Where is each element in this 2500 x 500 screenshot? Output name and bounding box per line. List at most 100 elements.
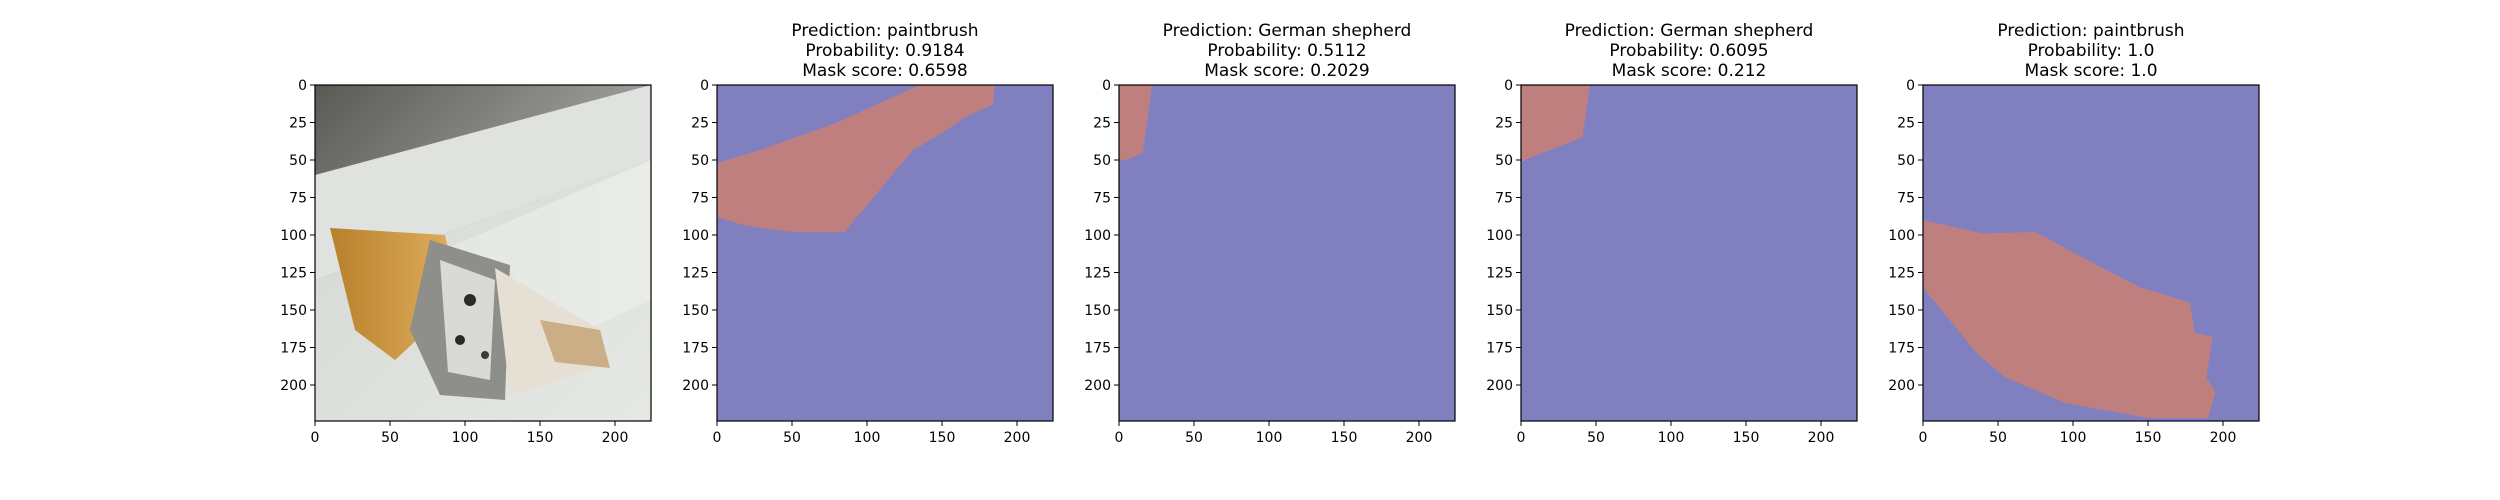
title-prediction: Prediction: paintbrush <box>1997 21 2184 41</box>
y-tick-label: 0 <box>700 78 709 94</box>
title-prediction: Prediction: German shepherd <box>1565 21 1814 41</box>
x-tick-label: 0 <box>1517 430 1526 446</box>
x-tick-label: 50 <box>1185 430 1203 446</box>
x-tick-label: 150 <box>2135 430 2162 446</box>
y-tick-label: 75 <box>691 191 709 207</box>
title-mask-score: Mask score: 0.2029 <box>1204 61 1369 81</box>
y-tick-label: 50 <box>1897 153 1915 169</box>
y-tick-label: 50 <box>289 153 307 169</box>
axis-ticks: 0 50 100 150 200 0 25 50 75 100 125 150 175 200 <box>280 78 628 446</box>
y-tick-label: 25 <box>289 116 307 132</box>
x-tick-label: 50 <box>1989 430 2007 446</box>
x-tick-label: 200 <box>1808 430 1835 446</box>
title-mask-score: Mask score: 0.212 <box>1612 61 1767 81</box>
mask-region <box>717 85 995 232</box>
x-tick-label: 100 <box>854 430 881 446</box>
y-tick-label: 150 <box>1486 303 1513 319</box>
y-tick-label: 0 <box>1102 78 1111 94</box>
x-tick-label: 0 <box>1919 430 1928 446</box>
paintbrush-photo <box>315 85 651 421</box>
y-tick-label: 0 <box>1906 78 1915 94</box>
axis-ticks: 0 50 100 150 200 0 25 50 75 100 125 150 175 200 <box>1084 78 1432 446</box>
y-tick-label: 200 <box>1084 378 1111 394</box>
x-tick-label: 0 <box>311 430 320 446</box>
axis-ticks: 0 50 100 150 200 0 25 50 75 100 125 150 175 200 <box>1888 78 2236 446</box>
mask-region <box>1119 85 1152 162</box>
y-tick-label: 50 <box>1093 153 1111 169</box>
x-tick-label: 100 <box>1256 430 1283 446</box>
axes-frame <box>314 84 652 422</box>
x-tick-label: 150 <box>1331 430 1358 446</box>
y-tick-label: 75 <box>289 191 307 207</box>
title-probability: Probability: 0.6095 <box>1609 41 1768 61</box>
y-tick-label: 150 <box>1888 303 1915 319</box>
x-tick-label: 150 <box>929 430 956 446</box>
axes-frame <box>716 84 1054 422</box>
mask-region <box>1521 85 1590 162</box>
x-tick-label: 200 <box>602 430 629 446</box>
y-tick-label: 200 <box>1486 378 1513 394</box>
x-tick-label: 0 <box>1115 430 1124 446</box>
title-mask-score: Mask score: 0.6598 <box>802 61 967 81</box>
x-tick-label: 100 <box>1658 430 1685 446</box>
y-tick-label: 175 <box>1084 341 1111 357</box>
panel-1: 0 50 100 150 200 0 25 50 75 100 125 150 175 200 <box>280 78 652 446</box>
y-tick-label: 125 <box>1888 266 1915 282</box>
title-probability: Probability: 0.5112 <box>1207 41 1366 61</box>
y-tick-label: 100 <box>280 228 307 244</box>
y-tick-label: 25 <box>1495 116 1513 132</box>
y-tick-label: 100 <box>1486 228 1513 244</box>
y-tick-label: 0 <box>298 78 307 94</box>
x-tick-label: 50 <box>1587 430 1605 446</box>
x-tick-label: 50 <box>783 430 801 446</box>
y-tick-label: 75 <box>1093 191 1111 207</box>
x-tick-label: 150 <box>527 430 554 446</box>
x-tick-label: 50 <box>381 430 399 446</box>
axis-ticks: 0 50 100 150 200 0 25 50 75 100 125 150 175 200 <box>1486 78 1834 446</box>
y-tick-label: 175 <box>280 341 307 357</box>
mask-region <box>1923 220 2216 418</box>
y-tick-label: 200 <box>1888 378 1915 394</box>
y-tick-label: 125 <box>1486 266 1513 282</box>
y-tick-label: 150 <box>682 303 709 319</box>
y-tick-label: 125 <box>280 266 307 282</box>
mask-background <box>1521 85 1857 421</box>
y-tick-label: 50 <box>691 153 709 169</box>
title-prediction: Prediction: German shepherd <box>1163 21 1412 41</box>
x-tick-label: 200 <box>2210 430 2237 446</box>
axes-frame <box>1118 84 1456 422</box>
panel-5: Prediction: paintbrush Probability: 1.0 … <box>1888 21 2260 446</box>
y-tick-label: 100 <box>682 228 709 244</box>
axes-frame <box>1520 84 1858 422</box>
x-tick-label: 200 <box>1004 430 1031 446</box>
axis-ticks: 0 50 100 150 200 0 25 50 75 100 125 150 175 200 <box>682 78 1030 446</box>
x-tick-label: 100 <box>2060 430 2087 446</box>
y-tick-label: 75 <box>1897 191 1915 207</box>
axes-frame <box>1922 84 2260 422</box>
y-tick-label: 200 <box>280 378 307 394</box>
y-tick-label: 200 <box>682 378 709 394</box>
y-tick-label: 100 <box>1084 228 1111 244</box>
y-tick-label: 175 <box>1486 341 1513 357</box>
y-tick-label: 0 <box>1504 78 1513 94</box>
y-tick-label: 125 <box>1084 266 1111 282</box>
y-tick-label: 150 <box>280 303 307 319</box>
y-tick-label: 125 <box>682 266 709 282</box>
x-tick-label: 100 <box>452 430 479 446</box>
title-mask-score: Mask score: 1.0 <box>2024 61 2157 81</box>
y-tick-label: 150 <box>1084 303 1111 319</box>
y-tick-label: 75 <box>1495 191 1513 207</box>
y-tick-label: 100 <box>1888 228 1915 244</box>
y-tick-label: 25 <box>691 116 709 132</box>
panel-2: Prediction: paintbrush Probability: 0.91… <box>682 21 1054 446</box>
y-tick-label: 25 <box>1897 116 1915 132</box>
y-tick-label: 50 <box>1495 153 1513 169</box>
x-tick-label: 0 <box>713 430 722 446</box>
panel-3: Prediction: German shepherd Probability:… <box>1084 21 1456 446</box>
title-prediction: Prediction: paintbrush <box>791 21 978 41</box>
x-tick-label: 150 <box>1733 430 1760 446</box>
y-tick-label: 175 <box>682 341 709 357</box>
panel-4: Prediction: German shepherd Probability:… <box>1486 21 1858 446</box>
y-tick-label: 25 <box>1093 116 1111 132</box>
